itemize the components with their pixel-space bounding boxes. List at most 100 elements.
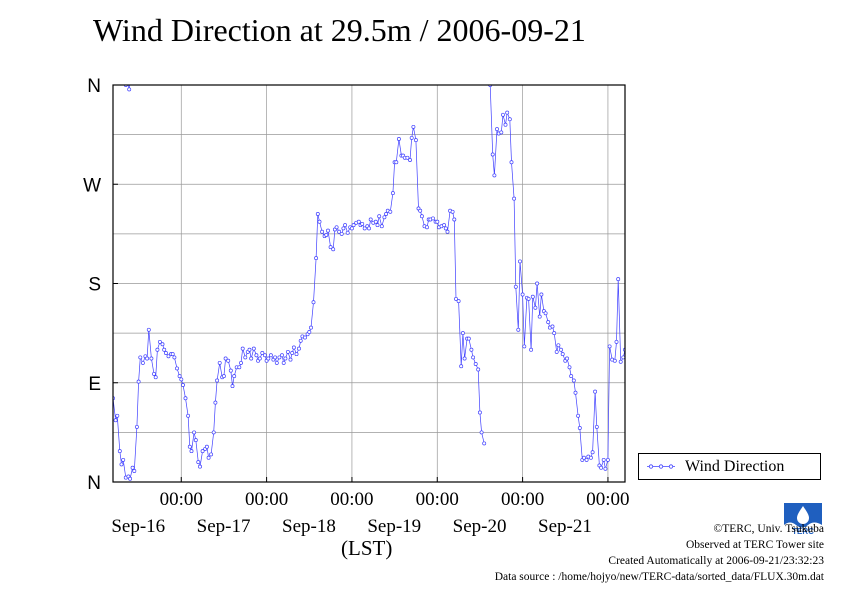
data-point [668, 351, 671, 354]
data-point [590, 450, 595, 455]
data-point [324, 233, 329, 237]
data-point [153, 375, 158, 380]
data-point [388, 209, 393, 214]
data-point [254, 353, 259, 358]
data-point [170, 352, 175, 357]
data-point [215, 378, 220, 383]
data-point [559, 347, 563, 352]
data-point [368, 217, 373, 222]
credit-copyright: ©TERC, Univ. Tsukuba [713, 523, 824, 535]
data-point [634, 329, 637, 332]
data-point [530, 294, 535, 299]
data-point [166, 354, 171, 359]
data-point [673, 428, 676, 431]
data-point [396, 137, 401, 141]
data-point [593, 389, 598, 394]
data-point [666, 356, 669, 359]
data-point [149, 356, 154, 361]
data-point [187, 444, 192, 449]
data-point [443, 226, 448, 231]
data-point [189, 449, 194, 454]
data-point [556, 343, 561, 348]
data-point [456, 299, 461, 304]
data-point [413, 138, 418, 143]
data-point [211, 430, 216, 435]
series-line [489, 85, 625, 469]
data-point [607, 344, 612, 349]
x-tick-date: Sep-16 [111, 516, 165, 537]
data-point [152, 371, 156, 376]
data-point [320, 229, 325, 234]
data-point [290, 351, 295, 355]
data-point [479, 430, 484, 435]
data-point [209, 452, 214, 457]
data-point [146, 327, 151, 332]
data-point [482, 441, 487, 446]
data-point [247, 347, 252, 352]
data-point [670, 379, 673, 382]
data-point [473, 362, 478, 366]
data-point [266, 356, 271, 361]
series-line [113, 126, 485, 480]
data-point [343, 223, 348, 228]
data-point [469, 347, 474, 352]
data-point [520, 292, 525, 297]
data-point [294, 352, 299, 357]
data-point [260, 351, 265, 355]
data-point [454, 296, 458, 301]
data-point [132, 469, 137, 473]
data-point [240, 346, 245, 351]
data-point [588, 455, 593, 460]
data-point [518, 259, 522, 264]
data-point [117, 449, 122, 454]
data-point [411, 124, 416, 129]
data-point [138, 355, 143, 360]
data-point [221, 374, 226, 379]
y-tick-label: N [87, 473, 101, 494]
data-point [394, 160, 399, 165]
data-point [501, 112, 505, 117]
data-point [466, 336, 471, 341]
data-point [217, 360, 222, 365]
data-point [601, 457, 606, 462]
data-point [175, 366, 179, 371]
data-point [512, 196, 517, 201]
grid [113, 85, 625, 482]
data-point [249, 356, 254, 361]
data-point [193, 438, 198, 443]
data-point [192, 430, 197, 435]
data-point [128, 476, 133, 481]
terc-logo: TERC [784, 503, 822, 537]
data-point [280, 353, 284, 358]
data-point [160, 342, 165, 347]
data-point [177, 374, 182, 379]
data-point [377, 214, 382, 219]
data-point [362, 226, 367, 231]
data-point [476, 367, 481, 372]
data-point [129, 70, 132, 73]
data-point [603, 466, 608, 471]
data-point [134, 424, 139, 429]
data-point [274, 360, 279, 365]
data-point [349, 226, 354, 231]
x-tick-time: 00:00 [586, 489, 629, 510]
data-point [162, 347, 167, 352]
data-point [543, 311, 548, 316]
data-point [283, 356, 288, 361]
data-point [113, 418, 118, 423]
data-point [675, 447, 678, 450]
data-point [297, 346, 301, 351]
axes: N W S E N 00:00 Sep-16 00:00 Sep-17 00:00 Sep-18 00… [83, 76, 630, 537]
data-point [612, 358, 617, 363]
data-point [126, 81, 129, 84]
x-tick-date: Sep-18 [282, 516, 336, 537]
data-point [239, 360, 243, 365]
data-point [155, 347, 160, 352]
data-point [552, 331, 557, 336]
data-point [351, 223, 356, 228]
data-point [526, 296, 531, 301]
x-tick-time: 00:00 [160, 489, 203, 510]
data-point [281, 360, 286, 365]
data-point [659, 353, 662, 356]
data-point [642, 335, 645, 338]
